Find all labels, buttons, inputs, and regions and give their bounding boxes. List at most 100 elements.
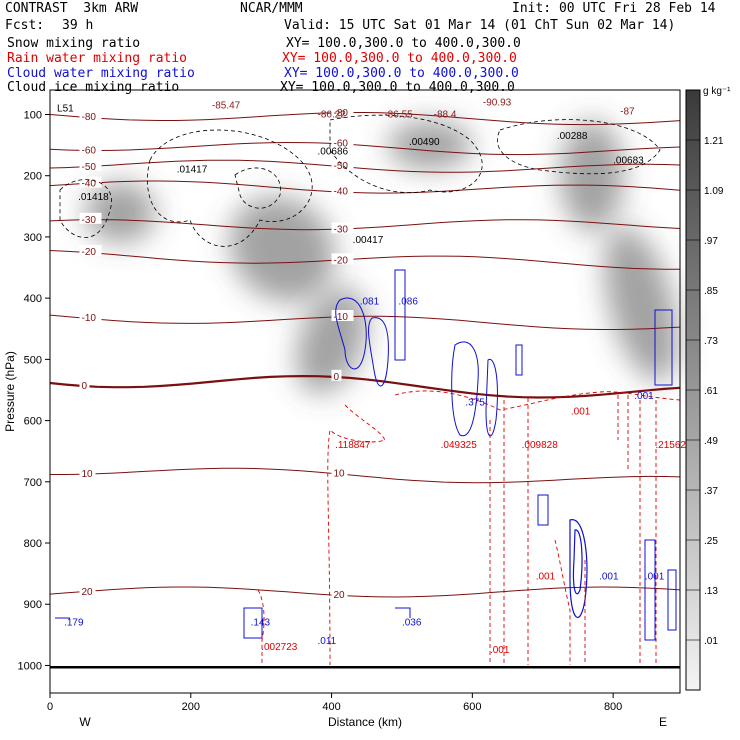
contour-label-bg xyxy=(79,176,102,188)
temperature-contour-label: -20 xyxy=(82,247,97,258)
annotation-label: .00288 xyxy=(557,131,588,142)
temperature-contour-label: -10 xyxy=(334,312,349,323)
temperature-contours: -80 -80 -60 -60 -50 -50 -40 -40 -30 -30 -20 -20 -10 -… xyxy=(49,105,681,601)
annotation-label: .001 xyxy=(634,391,654,402)
temperature-contour-label: 20 xyxy=(334,590,346,601)
annotation-label: .002723 xyxy=(261,642,298,653)
plot-frame xyxy=(49,89,681,694)
y-tick-label: 100 xyxy=(24,109,42,121)
cloud-ice-contour xyxy=(329,114,483,193)
y-tick-label: 700 xyxy=(24,477,42,489)
annotation-label: -85.47 xyxy=(212,100,241,111)
contour-label-bg xyxy=(331,184,354,196)
y-tick-label: 300 xyxy=(24,232,42,244)
cloud-water-contour xyxy=(537,494,549,526)
annotation-label: .086 xyxy=(398,296,418,307)
rain-water-contour xyxy=(489,398,529,665)
temperature-contour-label: -30 xyxy=(82,215,97,226)
cloud-water-contour xyxy=(451,341,479,437)
temperature-contour-label: -60 xyxy=(82,145,97,156)
colorbar-label: 1.21 xyxy=(704,136,724,147)
contour-label-bg xyxy=(331,466,348,478)
annotation-label: .009828 xyxy=(522,440,559,451)
colorbar-label: .49 xyxy=(704,436,718,447)
temperature-contour-label: -30 xyxy=(334,224,349,235)
field-rain-xy: XY= 100.0,300.0 to 400.0,300.0 xyxy=(282,51,517,66)
contour-label-bg xyxy=(79,110,102,122)
annotation-label: .179 xyxy=(64,618,84,629)
field-cloudice-xy: XY= 100.0,300.0 to 400.0,300.0 xyxy=(280,80,515,95)
contour-label-bg xyxy=(331,159,354,171)
contour-label-bg xyxy=(331,253,354,265)
snow-blob xyxy=(387,120,473,170)
colorbar-label: .25 xyxy=(704,536,718,547)
plot-title: CONTRAST 3km ARW xyxy=(5,1,139,16)
colorbar-label: .61 xyxy=(704,386,718,397)
annotation-label: .00686 xyxy=(317,146,348,157)
annotation-label: .215625 xyxy=(655,440,692,451)
rain-water-contour xyxy=(617,395,657,665)
cloud-ice-contour xyxy=(497,119,661,175)
cloud-ice-contour xyxy=(59,179,112,238)
cloud-water-contour xyxy=(569,519,588,619)
cloud-water-contour xyxy=(395,607,411,618)
cloud-water-contour xyxy=(485,358,498,437)
temperature-contour xyxy=(49,250,681,270)
annotation-label: .001 xyxy=(571,406,591,417)
annotation-label: .00490 xyxy=(409,137,440,148)
temperature-contour-label: 0 xyxy=(82,381,88,392)
contour-label-bg xyxy=(79,584,96,596)
contour-label-bg xyxy=(331,105,354,117)
temperature-contour-label: 0 xyxy=(334,372,340,383)
cloud-ice-contour xyxy=(234,167,281,209)
snow-blob xyxy=(560,120,624,231)
rain-water-contour xyxy=(257,589,265,665)
contour-label-bg xyxy=(331,369,342,381)
cloud-water-contour xyxy=(515,344,523,376)
contour-label-bg xyxy=(331,309,354,321)
east-label: E xyxy=(659,715,667,729)
contour-label-bg xyxy=(79,378,90,390)
contour-label-bg xyxy=(79,159,102,171)
annotation-label: .081 xyxy=(360,296,380,307)
annotation-label: .001 xyxy=(645,572,665,583)
annotation-label: .011 xyxy=(317,636,336,647)
temperature-contour xyxy=(49,374,681,399)
temperature-contour xyxy=(49,112,681,126)
contour-label-bg xyxy=(79,467,96,479)
contour-label-bg xyxy=(79,245,102,257)
temperature-contour-label: 10 xyxy=(334,468,346,479)
y-axis-title: Pressure (hPa) xyxy=(3,351,17,432)
temperature-contour xyxy=(50,467,681,484)
field-cloudwater-name: Cloud water mixing ratio xyxy=(7,66,195,81)
field-snow-name: Snow mixing ratio xyxy=(7,36,141,51)
snow-blob xyxy=(229,196,336,302)
center-label: NCAR/MMM xyxy=(240,1,303,16)
valid-time: Valid: 15 UTC Sat 01 Mar 14 (01 ChT Sun … xyxy=(284,18,676,33)
colorbar-label: .85 xyxy=(704,286,718,297)
annotation-label: .375 xyxy=(465,397,485,408)
colorbar-label: .73 xyxy=(704,336,718,347)
annotation-label: .01417 xyxy=(177,165,208,176)
contour-label-bg xyxy=(79,143,102,155)
colorbar-label: 1.09 xyxy=(704,186,724,197)
annotation-label: -86.55 xyxy=(384,110,413,121)
x-axis-title: Distance (km) xyxy=(328,715,402,729)
annotation-label: .118847 xyxy=(335,440,371,451)
y-tick-label: 500 xyxy=(24,354,42,366)
annotation-label: .036 xyxy=(402,618,422,629)
y-tick-label: 200 xyxy=(24,171,42,183)
annotation-label: .001 xyxy=(599,572,619,583)
west-label: W xyxy=(79,715,91,729)
field-snow-xy: XY= 100.0,300.0 to 400.0,300.0 xyxy=(286,36,521,51)
annotation-label: -86.22 xyxy=(317,110,346,121)
y-tick-label: 1000 xyxy=(18,660,42,672)
temperature-contour-label: -40 xyxy=(82,179,97,190)
temperature-contour xyxy=(49,180,681,194)
temperature-contour-label: 10 xyxy=(82,469,94,480)
field-rain-name: Rain water mixing ratio xyxy=(7,51,188,66)
annotation-label: .143 xyxy=(251,618,271,629)
temperature-contour-label: -60 xyxy=(334,139,349,150)
forecast-hours: 39 h xyxy=(62,18,94,33)
x-tick-label: 200 xyxy=(182,701,200,713)
